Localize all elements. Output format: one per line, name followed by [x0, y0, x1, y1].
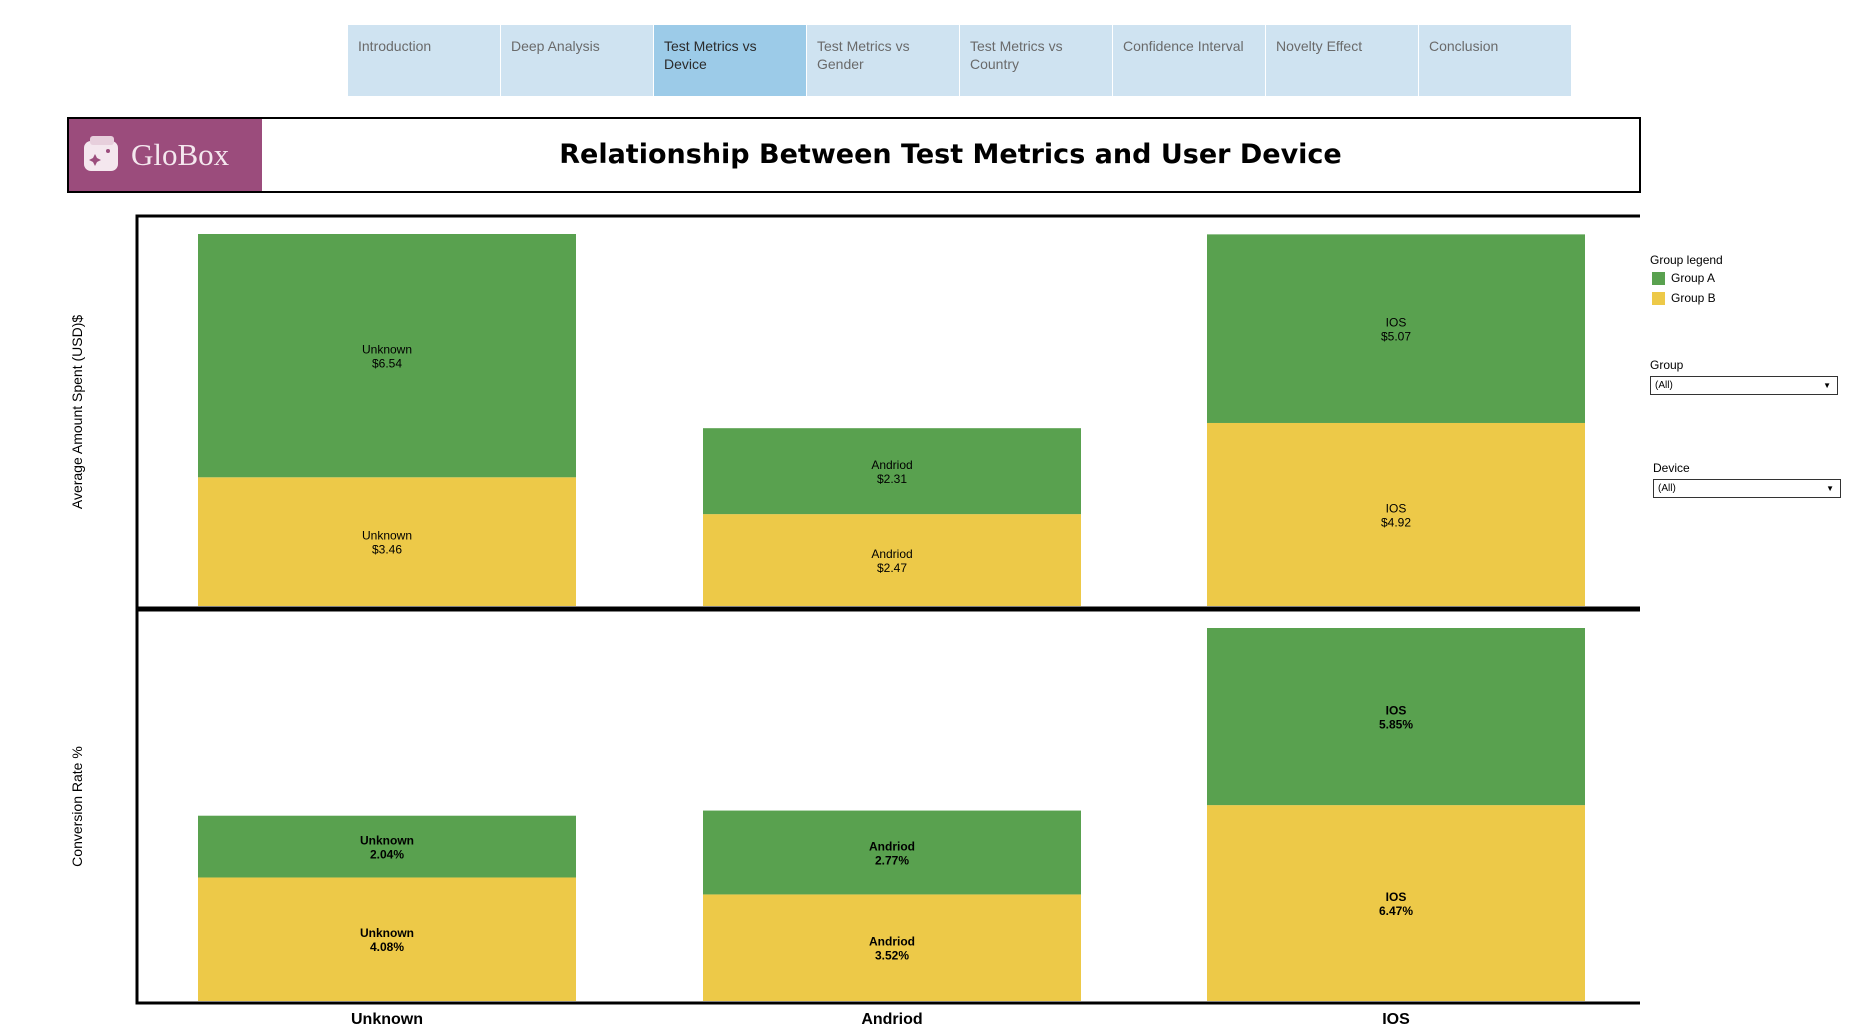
globox-logo-icon [84, 136, 118, 171]
bar-label-value-0-2-1: $5.07 [1381, 330, 1411, 344]
x-axis-tick-label-andriod: Andriod [861, 1011, 922, 1028]
device-filter-value: (All) [1658, 483, 1676, 494]
bar-label-category-1-0-0: Unknown [360, 926, 414, 940]
bar-label-value-0-1-1: $2.31 [877, 472, 907, 486]
nav-tab-5[interactable]: Confidence Interval [1113, 25, 1265, 96]
group-filter-label: Group [1650, 358, 1684, 372]
legend-swatch-group-b [1652, 291, 1665, 305]
legend-item-group-b: Group B [1652, 291, 1716, 305]
nav-tab-1[interactable]: Deep Analysis [501, 25, 653, 96]
device-filter-label: Device [1653, 461, 1690, 475]
y-axis-label-1: Conversion Rate % [69, 746, 85, 867]
bar-label-value-0-1-0: $2.47 [877, 561, 907, 575]
legend-label-group-b: Group B [1671, 291, 1716, 305]
legend-item-group-a: Group A [1652, 271, 1715, 285]
bar-ios-group-b-0 [1207, 422, 1585, 606]
bar-label-category-1-2-1: IOS [1386, 704, 1407, 718]
chevron-down-icon: ▼ [1826, 484, 1834, 493]
x-axis-tick-label-unknown: Unknown [351, 1011, 423, 1028]
chart-panel-frame-1 [135, 608, 1640, 1005]
group-filter-value: (All) [1655, 380, 1673, 391]
bar-label-category-1-2-0: IOS [1386, 890, 1407, 904]
bar-label-value-1-0-1: 2.04% [370, 848, 404, 862]
bar-unknown-group-b-1 [198, 877, 576, 1001]
nav-tab-6[interactable]: Novelty Effect [1266, 25, 1418, 96]
logo: GloBox [69, 119, 262, 191]
bar-unknown-group-b-0 [198, 477, 576, 606]
device-filter-dropdown[interactable]: (All) ▼ [1653, 479, 1841, 498]
bar-label-category-0-0-0: Unknown [362, 529, 412, 543]
bar-ios-group-a-1 [1207, 628, 1585, 806]
bar-label-value-1-2-1: 5.85% [1379, 718, 1413, 732]
bar-label-category-0-2-1: IOS [1386, 316, 1407, 330]
bar-andriod-group-a-1 [703, 810, 1081, 895]
nav-tab-0[interactable]: Introduction [348, 25, 500, 96]
bar-label-category-0-1-1: Andriod [871, 458, 912, 472]
bar-label-category-0-1-0: Andriod [871, 547, 912, 561]
bar-label-value-0-2-0: $4.92 [1381, 515, 1411, 529]
bar-andriod-group-b-0 [703, 514, 1081, 606]
chart-panel-frame-0 [135, 214, 1640, 610]
logo-text: GloBox [131, 137, 230, 172]
legend-title: Group legend [1650, 253, 1723, 267]
bar-ios-group-a-0 [1207, 234, 1585, 423]
bar-label-category-1-1-1: Andriod [869, 839, 915, 853]
bar-label-value-0-0-0: $3.46 [372, 543, 402, 557]
bar-label-category-1-1-0: Andriod [869, 935, 915, 949]
legend-swatch-group-a [1652, 271, 1665, 285]
group-filter-dropdown[interactable]: (All) ▼ [1650, 376, 1838, 395]
y-axis-label-0: Average Amount Spent (USD)$ [69, 315, 85, 510]
nav-tab-4[interactable]: Test Metrics vs Country [960, 25, 1112, 96]
bar-andriod-group-b-1 [703, 894, 1081, 1001]
bar-label-category-0-0-1: Unknown [362, 343, 412, 357]
page-title: Relationship Between Test Metrics and Us… [559, 139, 1342, 170]
bar-unknown-group-a-1 [198, 815, 576, 878]
bar-label-category-0-2-0: IOS [1386, 501, 1407, 515]
chevron-down-icon: ▼ [1823, 381, 1831, 390]
nav-tab-7[interactable]: Conclusion [1419, 25, 1571, 96]
nav-tab-3[interactable]: Test Metrics vs Gender [807, 25, 959, 96]
bar-ios-group-b-1 [1207, 805, 1585, 1001]
bar-andriod-group-a-0 [703, 428, 1081, 515]
bar-unknown-group-a-0 [198, 234, 576, 478]
nav-tab-2[interactable]: Test Metrics vs Device [654, 25, 806, 96]
bar-label-value-1-1-1: 2.77% [875, 853, 909, 867]
stacked-bar-charts: Unknown$3.46Unknown$6.54Andriod$2.47Andr… [69, 214, 1640, 1028]
bar-label-value-1-1-0: 3.52% [875, 949, 909, 963]
x-axis-tick-label-ios: IOS [1382, 1011, 1410, 1028]
header: GloBox Relationship Between Test Metrics… [67, 117, 1641, 193]
dashboard-nav: Introduction Deep Analysis Test Metrics vs… [348, 25, 1572, 96]
legend-label-group-a: Group A [1671, 271, 1716, 285]
bar-label-value-1-2-0: 6.47% [1379, 904, 1413, 918]
bar-label-category-1-0-1: Unknown [360, 834, 414, 848]
bar-label-value-1-0-0: 4.08% [370, 940, 404, 954]
bar-label-value-0-0-1: $6.54 [372, 357, 402, 371]
